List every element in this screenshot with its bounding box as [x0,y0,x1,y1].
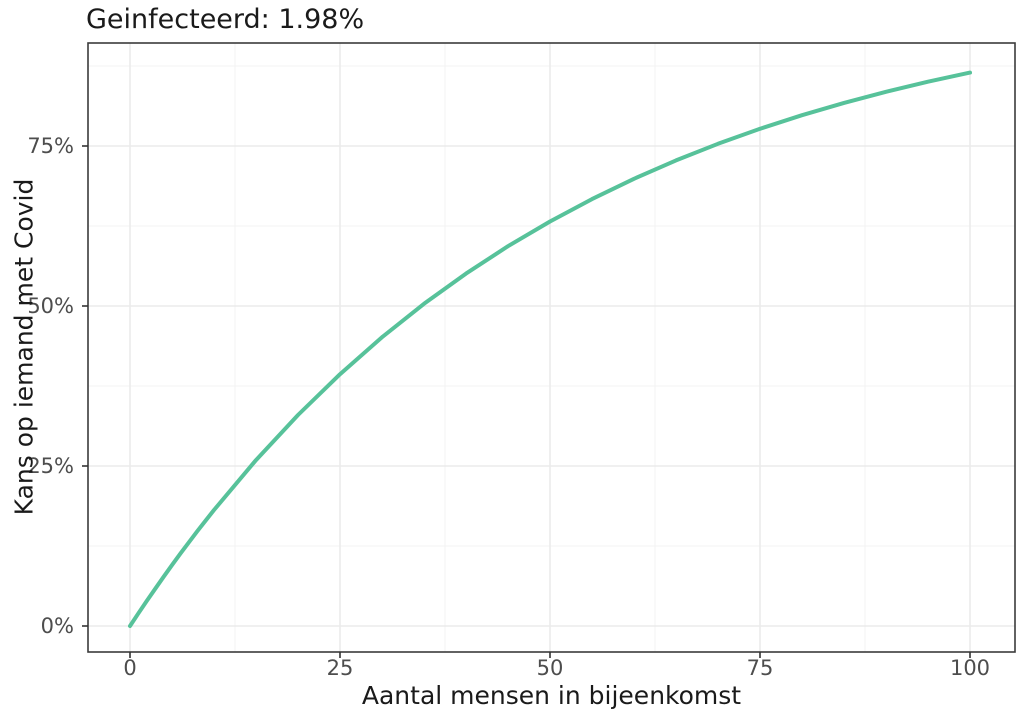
infection-probability-line [128,70,972,628]
panel-border [87,42,1016,653]
x-tick-label: 100 [949,656,991,680]
x-axis-title: Aantal mensen in bijeenkomst [361,681,742,710]
y-tick-label: 0% [40,614,74,638]
x-tick-label: 0 [123,656,137,680]
y-tick-label: 25% [27,454,74,478]
y-tick-label: 50% [27,294,74,318]
x-tick-label: 25 [326,656,354,680]
y-tick-label: 75% [27,134,74,158]
chart-title: Geinfecteerd: 1.98% [86,4,365,35]
x-tick-label: 75 [746,656,774,680]
x-tick-label: 50 [536,656,564,680]
y-axis-title: Kans op iemand met Covid [9,178,39,516]
panel-background [88,43,1015,652]
